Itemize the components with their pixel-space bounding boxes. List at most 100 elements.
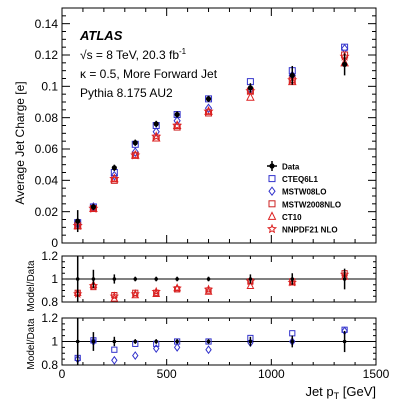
ratio-blue-data-point: [175, 339, 179, 344]
marker-ct10: [130, 150, 140, 159]
ratio-red-data-point: [175, 277, 179, 281]
legend-marker-ct10: [267, 211, 277, 220]
ratio-blue-data-point: [91, 339, 96, 344]
legend-label-data: Data: [282, 163, 300, 172]
data-point: [342, 61, 348, 67]
ratio-red-marker-nnpdf21-nlo: [203, 284, 214, 294]
ratio-blue-marker-mstw08lo: [152, 344, 160, 354]
ratio-blue-data-point: [112, 339, 117, 344]
ratio-red-marker-ct10: [246, 281, 255, 289]
data-point: [247, 85, 253, 91]
ratio-red-marker-nnpdf21-nlo: [172, 283, 182, 293]
ratio-red-data-point: [112, 277, 117, 281]
marker-mstw08lo: [173, 115, 181, 126]
x-tick-label: 1500: [363, 367, 390, 381]
ratio-red-data-point: [154, 277, 158, 281]
data-point: [153, 121, 159, 127]
ratio-red-data-point: [342, 277, 347, 281]
ratio-red-ytick-label: 1.2: [41, 249, 58, 263]
ratio-blue-marker-mstw08lo: [205, 345, 212, 355]
main-ytick-label: 0.04: [35, 174, 59, 188]
ratio-red-data-point: [290, 277, 295, 281]
marker-mstw08lo: [152, 126, 160, 137]
ratio-red-marker-nnpdf21-nlo: [151, 286, 161, 296]
ratio-blue-data-point: [133, 339, 138, 344]
main-ytick-label: 0.06: [35, 142, 59, 156]
ratio-blue-data-point: [206, 339, 211, 344]
marker-ct10: [110, 173, 119, 183]
ratio-blue-data-point: [248, 339, 253, 344]
energy-label: √s = 8 TeV, 20.3 fb-1: [80, 47, 187, 62]
ratio-red-marker-ct10: [288, 277, 297, 286]
main-ytick-label: 0.1: [41, 80, 58, 94]
main-panel: 0 0.02 0.04 0.06 0.08 0.1 0.12 0.14: [35, 7, 377, 250]
data-point: [90, 204, 96, 210]
ratio-blue-ytick-label: 1.2: [41, 311, 58, 325]
main-ytick-label: 0.02: [35, 205, 59, 219]
ratio-blue-marker-cteq6l1: [289, 330, 296, 337]
marker-nnpdf21-nlo: [130, 149, 141, 160]
x-tick-label: 0: [59, 367, 66, 381]
ratio-panel-red: 0.8 1 1.2: [41, 249, 377, 309]
ratio-red-data-point: [133, 277, 138, 281]
legend-marker-mstw2008nlo: [268, 200, 276, 208]
data-point: [174, 111, 180, 118]
main-ytick-label: 0: [51, 236, 58, 250]
ratio-blue-marker-cteq6l1: [111, 346, 118, 353]
main-ylabel: Average Jet Charge [e]: [13, 81, 27, 204]
ratio-red-ytick-label: 0.8: [41, 295, 58, 309]
x-tick-label: 1000: [258, 367, 285, 381]
ratio-red-data-point: [206, 277, 211, 281]
ratio-blue-data-point: [154, 339, 158, 344]
ratio-panel-blue: 0.8 1 1.2 0 500 1000 1500: [41, 311, 389, 381]
marker-nnpdf21-nlo: [172, 120, 183, 130]
legend-label-mstw08lo: MSTW08LO: [282, 188, 326, 197]
ratio-red-marker-nnpdf21-nlo: [109, 291, 120, 301]
kappa-label: κ = 0.5, More Forward Jet: [80, 67, 218, 81]
legend: Data CTEQ6L1 MSTW08LO MSTW2008NLO CT10 NNPDF2…: [266, 161, 341, 235]
main-ytick-label: 0.14: [35, 17, 59, 31]
data-point: [75, 218, 81, 224]
ratio-blue-marker-mstw08lo: [111, 355, 118, 365]
ratio-blue-ylabel: Model/Data: [26, 318, 37, 370]
ratio-red-data-point: [91, 277, 96, 281]
legend-marker-cteq6l1: [268, 175, 276, 183]
main-ytick-label: 0.12: [35, 48, 59, 62]
marker-ct10: [246, 92, 255, 101]
marker-mstw08lo: [110, 170, 118, 181]
ratio-red-marker-ct10: [173, 283, 182, 292]
marker-nnpdf21-nlo: [88, 203, 99, 213]
marker-mstw08lo: [204, 103, 213, 114]
main-ytick-label: 0.08: [35, 111, 59, 125]
marker-nnpdf21-nlo: [245, 85, 256, 96]
legend-marker-nnpdf21-nlo: [266, 223, 278, 234]
marker-ct10: [204, 106, 213, 115]
x-tick-label: 500: [157, 367, 177, 381]
marker-nnpdf21-nlo: [109, 173, 120, 184]
marker-nnpdf21-nlo: [151, 131, 162, 141]
marker-ct10: [172, 120, 182, 129]
ratio-blue-marker-mstw08lo: [132, 351, 139, 361]
x-axis-title: Jet pT [GeV]: [305, 384, 376, 401]
ratio-red-data-point: [248, 277, 253, 281]
ratio-blue-ytick-label: 0.8: [41, 358, 58, 372]
ratio-red-ytick-label: 1: [51, 272, 58, 286]
atlas-label: ATLAS: [79, 28, 123, 43]
ratio-blue-marker-cteq6l1: [205, 338, 212, 345]
marker-nnpdf21-nlo: [203, 106, 214, 116]
generator-label: Pythia 8.175 AU2: [80, 86, 173, 100]
legend-label-cteq6l1: CTEQ6L1: [282, 175, 319, 184]
ratio-blue-marker-mstw08lo: [173, 342, 181, 352]
legend-label-ct10: CT10: [282, 213, 302, 222]
ratio-blue-data-point: [290, 339, 295, 344]
data-point: [132, 140, 138, 146]
ratio-red-data-point: [75, 277, 80, 281]
ratio-red-ylabel: Model/Data: [26, 260, 37, 312]
legend-label-mstw2008nlo: MSTW2008NLO: [282, 200, 341, 209]
data-point: [205, 96, 212, 102]
data-point: [289, 72, 295, 78]
legend-marker-mstw08lo: [268, 186, 276, 197]
legend-label-nnpdf21-nlo: NNPDF21 NLO: [282, 226, 338, 235]
ratio-blue-ytick-label: 1: [51, 335, 58, 349]
ratio-red-marker-nnpdf21-nlo: [130, 289, 140, 298]
